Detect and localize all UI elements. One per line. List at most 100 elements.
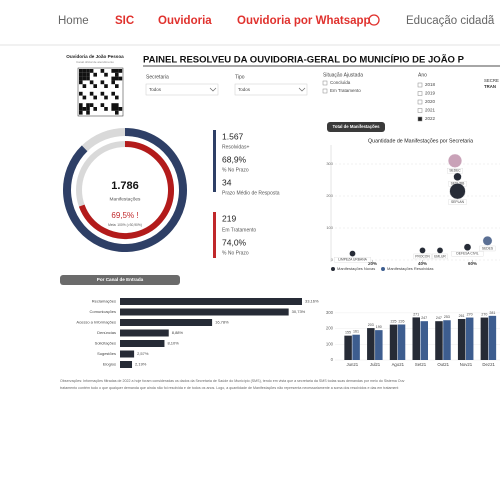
- column-value-label: 281: [489, 311, 495, 315]
- bubble-label-box: [447, 167, 463, 174]
- kpi-bar: [213, 130, 216, 192]
- section-header-text: Por Canal de Entrada: [97, 277, 144, 282]
- qr-cell: [89, 80, 94, 85]
- column-value-label: 270: [481, 313, 487, 317]
- qr-cell: [115, 103, 119, 107]
- bubble: [449, 183, 466, 200]
- column-value-label: 271: [413, 312, 419, 316]
- qr-cell: [104, 107, 108, 111]
- kpi-label: Prazo Médio de Resposta: [222, 190, 280, 196]
- bubble-label: PROCON: [415, 254, 430, 258]
- x-tick-label: Dez21: [482, 362, 495, 367]
- column: [367, 328, 375, 360]
- qr-cell: [93, 95, 97, 100]
- qr-cell: [86, 103, 90, 107]
- qr-cell: [82, 107, 87, 111]
- filter-label: Ano: [418, 72, 427, 78]
- section-header: [327, 122, 385, 132]
- qr-cell: [118, 69, 123, 73]
- kpi-value: 1.567: [222, 131, 244, 141]
- bar-category: Reclamações: [92, 299, 116, 304]
- filter-label: Secretaria: [146, 74, 169, 80]
- bar-value-label: 33,16%: [305, 299, 319, 304]
- column: [465, 317, 474, 360]
- qr-cell: [86, 72, 90, 77]
- x-tick-label: Set21: [415, 362, 427, 367]
- qr-cell: [79, 91, 83, 96]
- nav-link: Ouvidoria: [158, 15, 212, 27]
- bar: [120, 319, 213, 326]
- kpi-bar: [213, 212, 216, 258]
- column-value-label: 247: [421, 316, 427, 320]
- dropdown[interactable]: [145, 83, 219, 96]
- chart-title: Quantidade de Manifestações por Secretar…: [368, 138, 473, 144]
- qr-cell: [100, 69, 105, 73]
- bubble: [463, 243, 472, 251]
- side-label: SECRE: [484, 78, 499, 83]
- qr-cell: [100, 103, 105, 107]
- y-tick-label: 0: [331, 257, 334, 262]
- column-value-label: 155: [345, 331, 351, 335]
- qr-cell: [82, 76, 87, 81]
- bar-category: Elogios: [103, 362, 116, 367]
- qr-cell: [115, 110, 119, 115]
- kpi-pct: 69,5% !: [111, 211, 138, 220]
- column-value-label: 247: [436, 316, 442, 320]
- x-tick-label: 20%: [368, 261, 377, 266]
- legend-swatch: [381, 267, 385, 271]
- qr-cell: [104, 72, 108, 77]
- nav-link: Ouvidoria por Whatsapp: [237, 15, 371, 27]
- nav-link: Home: [58, 15, 89, 27]
- logo-subtitle: Canal oficial de atendimento: [76, 60, 114, 64]
- kpi-total: 1.786: [111, 180, 139, 192]
- bubble-label-box: [432, 253, 448, 260]
- qr-cell: [111, 80, 115, 85]
- checkbox-label: 2022: [425, 116, 436, 121]
- qr-cell: [115, 95, 119, 100]
- kpi-meta: Meta: 100% (>30,90%): [108, 223, 142, 227]
- checkbox[interactable]: [417, 91, 423, 96]
- qr-cell: [104, 84, 108, 88]
- qr-cell: [100, 91, 105, 96]
- qr-cell: [79, 110, 83, 115]
- footer-note: tratamento contém tudo o que qualquer de…: [60, 386, 398, 390]
- legend-swatch: [331, 267, 335, 271]
- bubble: [453, 172, 462, 181]
- bar-category: Comunicações: [90, 309, 116, 314]
- column-value-label: 253: [444, 315, 450, 319]
- column-value-label: 190: [376, 325, 382, 329]
- dropdown[interactable]: [234, 83, 308, 96]
- qr-cell: [111, 69, 115, 73]
- column-value-label: 161: [353, 330, 359, 334]
- checkbox[interactable]: [322, 80, 328, 86]
- logo-title: Ouvidoria de João Pessoa: [66, 54, 124, 59]
- nav-link: Educação cidadã: [406, 15, 495, 27]
- bubble-label: LIMPEZA URBANA: [338, 258, 367, 262]
- qr-cell: [111, 107, 115, 111]
- bar-value-label: 30,73%: [292, 309, 306, 314]
- bar: [120, 329, 169, 337]
- whatsapp-icon: [368, 14, 380, 26]
- donut-arc: [78, 141, 174, 239]
- qr-cell: [115, 107, 119, 111]
- checkbox[interactable]: [417, 116, 423, 122]
- checkbox-label: Concluída: [330, 80, 351, 85]
- checkbox[interactable]: [417, 82, 423, 88]
- y-tick-label: 0: [331, 357, 334, 362]
- column: [443, 320, 451, 360]
- bar-category: Denúncias: [97, 330, 116, 335]
- column: [435, 321, 443, 360]
- qr-cell: [115, 84, 119, 88]
- checkbox[interactable]: [417, 108, 423, 113]
- checkbox[interactable]: [417, 99, 423, 105]
- qr-cell: [86, 110, 90, 115]
- bar: [120, 361, 133, 368]
- checkbox[interactable]: [322, 88, 328, 94]
- qr-cell: [86, 107, 90, 111]
- bubble: [447, 153, 463, 168]
- dropdown-chevron: [209, 87, 217, 92]
- footer-note: Observações: Informações filtradas de 20…: [60, 379, 405, 383]
- bubble-label-box: [451, 251, 484, 257]
- bubble-label: DEFESA CIVIL: [456, 252, 478, 256]
